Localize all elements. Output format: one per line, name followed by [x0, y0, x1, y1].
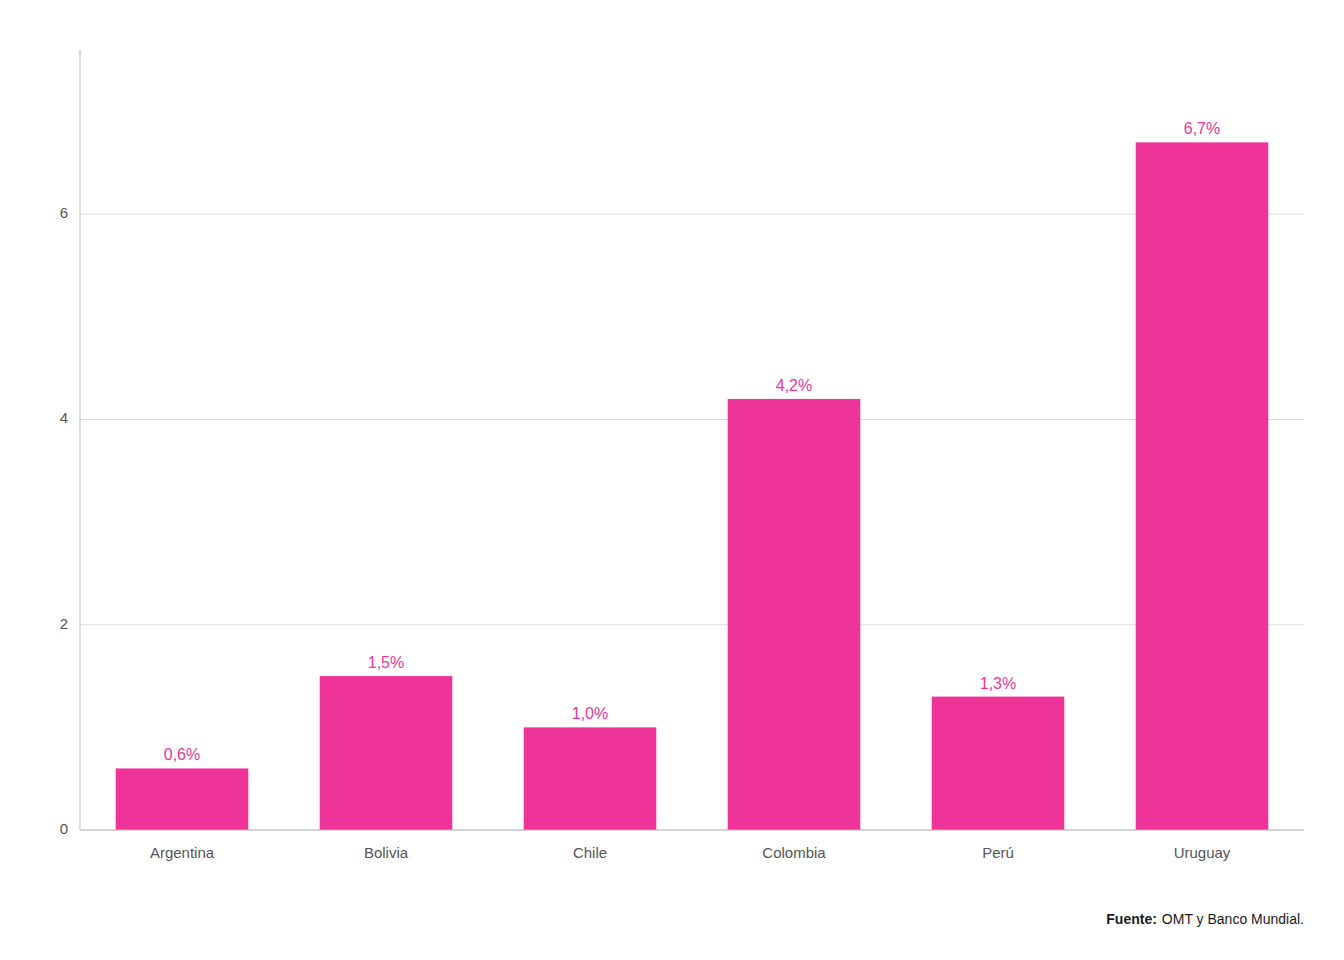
grid-line — [80, 624, 1304, 625]
y-tick-label: 4 — [60, 409, 68, 426]
grid — [80, 214, 1304, 830]
bar — [932, 697, 1065, 830]
grid-line — [80, 419, 1304, 420]
bar — [728, 399, 861, 830]
x-tick-label: Uruguay — [1174, 844, 1231, 861]
grid-line — [80, 214, 1304, 215]
x-tick-label: Colombia — [762, 844, 826, 861]
data-label: 1,3% — [980, 675, 1016, 692]
data-label: 1,5% — [368, 654, 404, 671]
y-axis-line — [80, 50, 81, 830]
page: {"chart_data": {"type": "bar", "categori… — [0, 0, 1344, 960]
chart-container: 0 2 4 6 0,6% 1,5% 1,0% 4,2% 1,3% 6,7% Argentina Bol… — [0, 0, 1344, 960]
x-axis-line — [80, 830, 1304, 831]
background — [0, 0, 1344, 960]
x-tick-label: Perú — [982, 844, 1014, 861]
bar — [1136, 142, 1269, 830]
x-tick-label: Argentina — [150, 844, 215, 861]
y-tick-label: 0 — [60, 820, 68, 837]
y-tick-label: 6 — [60, 204, 68, 221]
data-label: 0,6% — [164, 746, 200, 763]
annotation: OMT y Banco Mundial. — [1162, 911, 1304, 927]
data-label: 1,0% — [572, 705, 608, 722]
data-label: 4,2% — [776, 377, 812, 394]
grid-line — [80, 830, 1304, 831]
x-tick-label: Bolivia — [364, 844, 409, 861]
bars — [116, 142, 1269, 830]
bar — [116, 768, 249, 830]
bar — [320, 676, 453, 830]
annotation: Fuente: — [1106, 911, 1157, 927]
y-tick-label: 2 — [60, 615, 68, 632]
x-tick-label: Chile — [573, 844, 607, 861]
bar — [524, 727, 657, 830]
chart: 0 2 4 6 0,6% 1,5% 1,0% 4,2% 1,3% 6,7% Argentina Bol… — [0, 0, 1344, 960]
source-note: Fuente: OMT y Banco Mundial. — [1106, 911, 1304, 927]
data-labels: 0,6% 1,5% 1,0% 4,2% 1,3% 6,7% — [164, 120, 1220, 763]
data-label: 6,7% — [1184, 120, 1220, 137]
